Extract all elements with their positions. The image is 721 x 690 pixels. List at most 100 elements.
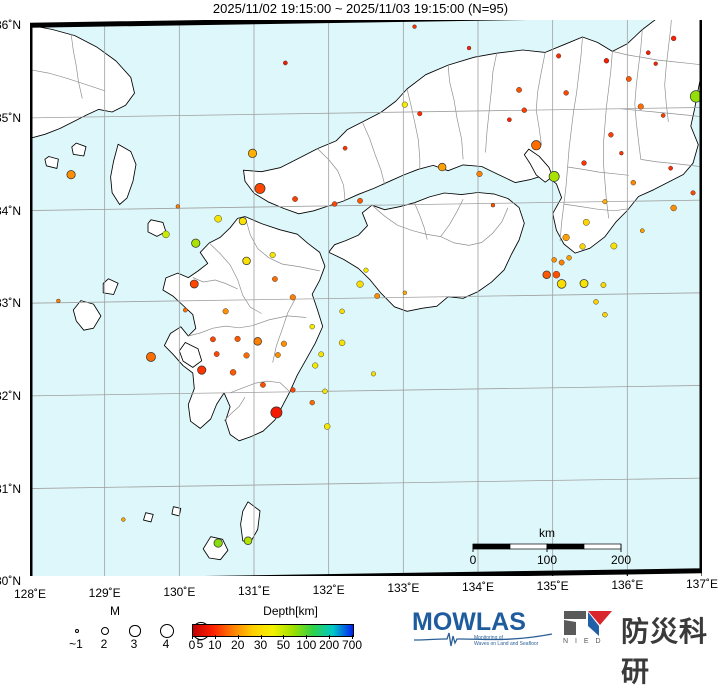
earthquake-marker[interactable] bbox=[401, 101, 408, 108]
earthquake-marker[interactable] bbox=[556, 279, 567, 289]
earthquake-marker[interactable] bbox=[247, 148, 258, 158]
earthquake-marker[interactable] bbox=[417, 111, 423, 117]
earthquake-marker[interactable] bbox=[521, 107, 527, 113]
earthquake-marker[interactable] bbox=[197, 365, 207, 375]
earthquake-marker[interactable] bbox=[323, 423, 331, 430]
earthquake-marker[interactable] bbox=[243, 352, 250, 359]
earthquake-marker[interactable] bbox=[581, 160, 587, 166]
earthquake-marker[interactable] bbox=[653, 61, 658, 66]
earthquake-marker[interactable] bbox=[66, 170, 76, 180]
earthquake-marker[interactable] bbox=[466, 45, 472, 51]
earthquake-marker[interactable] bbox=[639, 228, 645, 234]
earthquake-marker[interactable] bbox=[280, 340, 287, 347]
earthquake-marker[interactable] bbox=[342, 145, 348, 151]
earthquake-marker[interactable] bbox=[625, 76, 632, 82]
earthquake-marker[interactable] bbox=[229, 369, 237, 376]
earthquake-marker[interactable] bbox=[243, 536, 253, 545]
earthquake-marker[interactable] bbox=[182, 307, 188, 313]
map-canvas[interactable]: km 0 100 200 bbox=[30, 20, 702, 576]
earthquake-marker[interactable] bbox=[552, 270, 561, 279]
earthquake-marker[interactable] bbox=[242, 256, 251, 266]
colorbar-tick-label: 50 bbox=[276, 638, 291, 652]
earthquake-marker[interactable] bbox=[630, 179, 636, 186]
earthquake-marker[interactable] bbox=[563, 90, 569, 96]
earthquake-marker[interactable] bbox=[551, 257, 557, 263]
earthquake-marker[interactable] bbox=[269, 251, 276, 258]
earthquake-marker[interactable] bbox=[222, 308, 229, 315]
earthquake-marker[interactable] bbox=[566, 255, 572, 261]
earthquake-marker[interactable] bbox=[121, 517, 126, 522]
earthquake-marker[interactable] bbox=[507, 117, 512, 123]
earthquake-marker[interactable] bbox=[214, 215, 222, 223]
earthquake-marker[interactable] bbox=[608, 132, 614, 138]
earthquake-marker[interactable] bbox=[189, 279, 199, 289]
earthquake-marker[interactable] bbox=[690, 190, 696, 196]
earthquake-marker[interactable] bbox=[558, 259, 565, 266]
earthquake-marker[interactable] bbox=[175, 204, 180, 209]
magnitude-legend-circle bbox=[129, 625, 141, 637]
earthquake-marker[interactable] bbox=[579, 279, 589, 288]
earthquake-marker[interactable] bbox=[309, 399, 315, 406]
earthquake-marker[interactable] bbox=[275, 352, 281, 358]
earthquake-marker[interactable] bbox=[670, 35, 677, 42]
earthquake-marker[interactable] bbox=[619, 151, 624, 156]
earthquake-marker[interactable] bbox=[162, 230, 170, 239]
earthquake-marker[interactable] bbox=[272, 276, 278, 282]
earthquake-marker[interactable] bbox=[254, 183, 266, 194]
earthquake-marker[interactable] bbox=[213, 351, 220, 357]
earthquake-marker[interactable] bbox=[270, 406, 283, 419]
earthquake-marker[interactable] bbox=[374, 293, 381, 299]
earthquake-marker[interactable] bbox=[338, 339, 346, 347]
earthquake-marker[interactable] bbox=[331, 201, 338, 207]
earthquake-marker[interactable] bbox=[593, 299, 599, 305]
earthquake-marker[interactable] bbox=[339, 308, 345, 315]
earthquake-marker[interactable] bbox=[292, 196, 298, 202]
earthquake-marker[interactable] bbox=[476, 170, 483, 177]
earthquake-marker[interactable] bbox=[253, 337, 262, 346]
earthquake-marker[interactable] bbox=[290, 387, 296, 393]
earthquake-marker[interactable] bbox=[610, 242, 618, 250]
earthquake-marker[interactable] bbox=[516, 87, 522, 93]
earthquake-marker[interactable] bbox=[660, 113, 666, 118]
earthquake-marker[interactable] bbox=[238, 217, 247, 226]
earthquake-marker[interactable] bbox=[412, 24, 417, 29]
earthquake-marker[interactable] bbox=[602, 199, 608, 205]
earthquake-marker[interactable] bbox=[548, 171, 560, 182]
earthquake-marker[interactable] bbox=[356, 280, 364, 288]
earthquake-marker[interactable] bbox=[289, 294, 296, 301]
earthquake-marker[interactable] bbox=[645, 50, 651, 56]
earthquake-marker[interactable] bbox=[556, 53, 562, 59]
earthquake-marker[interactable] bbox=[600, 282, 607, 288]
earthquake-marker[interactable] bbox=[146, 352, 156, 362]
earthquake-marker[interactable] bbox=[602, 312, 608, 318]
earthquake-marker[interactable] bbox=[370, 371, 376, 377]
earthquake-marker[interactable] bbox=[260, 381, 266, 388]
earthquake-marker[interactable] bbox=[562, 233, 570, 242]
earthquake-marker[interactable] bbox=[312, 362, 319, 369]
earthquake-marker[interactable] bbox=[363, 267, 369, 273]
earthquake-marker[interactable] bbox=[637, 103, 644, 110]
earthquake-marker[interactable] bbox=[234, 335, 241, 342]
earthquake-marker[interactable] bbox=[668, 165, 673, 171]
earthquake-marker[interactable] bbox=[490, 203, 496, 208]
earthquake-marker[interactable] bbox=[322, 388, 328, 394]
earthquake-marker[interactable] bbox=[402, 290, 407, 295]
land-polygons bbox=[30, 20, 702, 561]
earthquake-marker[interactable] bbox=[318, 351, 325, 358]
earthquake-marker[interactable] bbox=[357, 197, 363, 204]
earthquake-marker[interactable] bbox=[213, 538, 223, 548]
earthquake-marker[interactable] bbox=[582, 218, 590, 226]
earthquake-marker[interactable] bbox=[542, 270, 551, 280]
earthquake-marker[interactable] bbox=[191, 238, 201, 248]
earthquake-marker[interactable] bbox=[670, 204, 677, 212]
earthquake-marker[interactable] bbox=[56, 298, 61, 304]
earthquake-marker[interactable] bbox=[283, 60, 288, 66]
earthquake-marker[interactable] bbox=[437, 162, 447, 172]
earthquake-markers[interactable] bbox=[56, 24, 702, 548]
earthquake-marker[interactable] bbox=[210, 336, 216, 343]
earthquake-marker[interactable] bbox=[603, 58, 610, 64]
earthquake-marker[interactable] bbox=[579, 243, 586, 250]
longitude-label: 128˚E bbox=[13, 587, 47, 602]
earthquake-marker[interactable] bbox=[309, 323, 315, 330]
earthquake-marker[interactable] bbox=[531, 140, 542, 151]
